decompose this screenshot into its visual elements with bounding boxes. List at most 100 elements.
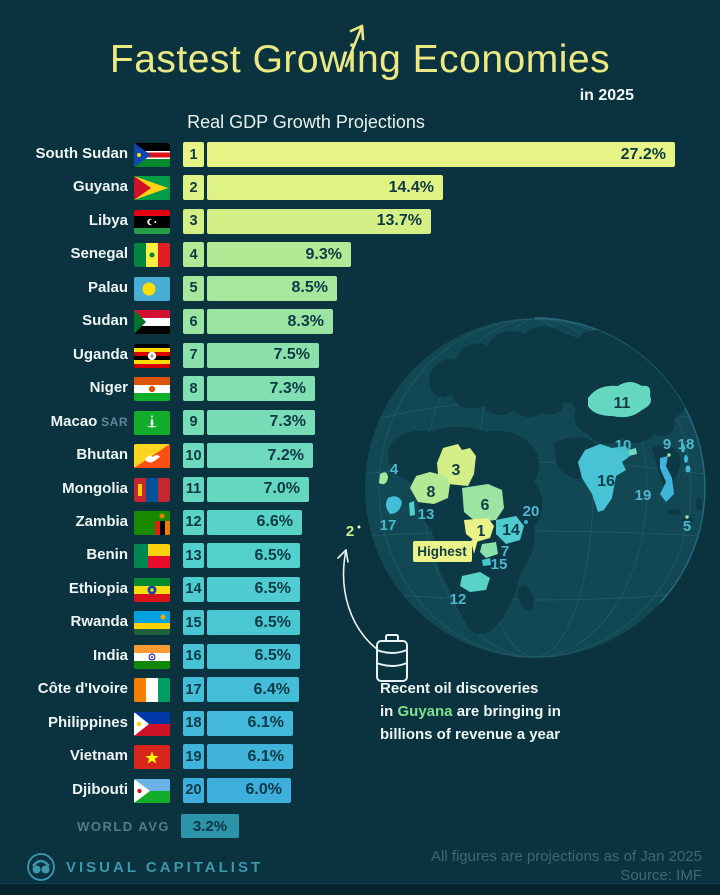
flag-vietnam-icon	[134, 745, 170, 770]
globe-country-marker-4: 4	[390, 461, 399, 478]
rank-badge: 11	[183, 476, 204, 502]
gdp-bar: 6.5%	[207, 576, 300, 602]
country-label: Bhutan	[76, 446, 128, 464]
flag-libya-icon	[134, 209, 170, 234]
gdp-value: 9.3%	[305, 245, 342, 263]
source-line2: Source: IMF	[620, 867, 702, 884]
flag-guyana-icon	[134, 176, 170, 201]
table-row: Mongolia 11 7.0%	[0, 476, 720, 502]
flag-uganda-icon	[134, 343, 170, 368]
rank-badge: 10	[183, 443, 204, 469]
flag-djibouti-icon	[134, 778, 170, 803]
globe-illustration: 1 2 3 4 5 6 7 8 9 10 11 12 13 14 15 16 17 18 19 20 Highest	[330, 298, 720, 738]
flag-rwanda-icon	[134, 611, 170, 636]
gdp-bar: 6.1%	[207, 744, 293, 770]
table-row: Rwanda 15 6.5%	[0, 610, 720, 636]
highest-label: Highest	[417, 544, 467, 559]
rank-badge: 17	[183, 677, 204, 703]
country-label: Libya	[88, 211, 128, 229]
rank-badge: 6	[183, 309, 204, 335]
rank-badge: 4	[183, 242, 204, 268]
gdp-bar: 6.6%	[207, 509, 302, 535]
country-label: Vietnam	[69, 747, 128, 765]
location-dots	[357, 453, 689, 529]
gdp-bar: 7.3%	[207, 376, 315, 402]
rank-badge: 1	[183, 142, 204, 167]
rank-badge: 13	[183, 543, 204, 569]
flag-mongolia-icon	[134, 477, 170, 502]
gdp-bar: 9.3%	[207, 242, 351, 268]
rank-badge: 7	[183, 342, 204, 368]
flag-macao-icon	[134, 410, 170, 435]
globe-country-marker-9: 9	[663, 436, 671, 453]
gdp-value: 6.6%	[256, 513, 293, 531]
country-label: Uganda	[72, 345, 128, 363]
gdp-bar: 7.2%	[207, 443, 313, 469]
globe-rim-highlight	[534, 317, 706, 604]
gdp-value: 7.3%	[269, 379, 306, 397]
gdp-bar: 7.0%	[207, 476, 309, 502]
country-suffix: SAR	[97, 414, 128, 429]
flag-cote-divoire-icon	[134, 678, 170, 703]
note-line2-pre: in	[380, 703, 398, 720]
oil-barrel-icon	[376, 634, 408, 682]
flag-zambia-icon	[134, 510, 170, 535]
table-row: Côte d'Ivoire 17 6.4%	[0, 677, 720, 703]
globe-country-marker-14: 14	[502, 522, 520, 539]
country-label: Côte d'Ivoire	[37, 680, 128, 698]
rank-badge: 8	[183, 376, 204, 402]
globe-country-marker-8: 8	[427, 484, 436, 501]
gdp-bar: 7.3%	[207, 409, 315, 435]
globe-country-marker-11: 11	[614, 395, 631, 412]
gdp-value: 6.5%	[254, 647, 291, 665]
flag-india-icon	[134, 644, 170, 669]
gdp-bar: 6.5%	[207, 543, 300, 569]
gdp-value: 7.3%	[269, 413, 306, 431]
flag-benin-icon	[134, 544, 170, 569]
gdp-value: 6.5%	[254, 546, 291, 564]
flag-senegal-icon	[134, 243, 170, 268]
globe-country-marker-12: 12	[450, 591, 467, 608]
table-row: Vietnam 19 6.1%	[0, 744, 720, 770]
gdp-value: 14.4%	[388, 178, 434, 196]
country-label: Zambia	[75, 512, 128, 530]
world-avg-bar: 3.2%	[181, 814, 239, 838]
table-row: Niger 8 7.3%	[0, 376, 720, 402]
note-line1: Recent oil discoveries	[380, 680, 539, 697]
chart-subtitle: Real GDP Growth Projections	[187, 112, 425, 132]
globe-country-marker-20: 20	[523, 503, 540, 520]
highest-tag: Highest	[413, 532, 480, 562]
table-row: Uganda 7 7.5%	[0, 342, 720, 368]
country-label: India	[92, 646, 128, 664]
table-row: Philippines 18 6.1%	[0, 710, 720, 736]
year-label: in 2025	[579, 87, 634, 104]
gdp-value: 27.2%	[620, 145, 666, 163]
flag-sudan-icon	[134, 310, 170, 335]
country-label: Mongolia	[62, 479, 128, 497]
rank-badge: 15	[183, 610, 204, 636]
table-row: Ethiopia 14 6.5%	[0, 576, 720, 602]
gdp-bar: 8.5%	[207, 275, 337, 301]
flag-bhutan-icon	[134, 444, 170, 469]
globe-country-marker-6: 6	[481, 497, 490, 514]
rank-badge: 20	[183, 777, 204, 803]
globe-country-marker-15: 15	[491, 556, 508, 573]
guyana-callout-arrow-icon	[337, 549, 379, 651]
country-label: Benin	[86, 546, 128, 564]
guyana-note: Recent oil discoveries in Guyana are bri…	[380, 677, 630, 746]
gdp-value: 8.5%	[291, 279, 328, 297]
globe-country-marker-16: 16	[597, 473, 615, 490]
country-label: Philippines	[47, 713, 128, 731]
gdp-bar: 13.7%	[207, 208, 431, 234]
rank-badge: 9	[183, 409, 204, 435]
gdp-bar: 14.4%	[207, 175, 443, 201]
table-row: Senegal 4 9.3%	[0, 242, 720, 268]
globe-highlighted-countries	[379, 382, 691, 592]
world-avg-label: WORLD AVG	[77, 819, 170, 834]
rank-badge: 12	[183, 509, 204, 535]
country-label: Sudan	[82, 312, 128, 330]
rank-badge: 3	[183, 208, 204, 234]
gdp-bar: 8.3%	[207, 309, 333, 335]
gdp-value: 6.1%	[247, 747, 284, 765]
